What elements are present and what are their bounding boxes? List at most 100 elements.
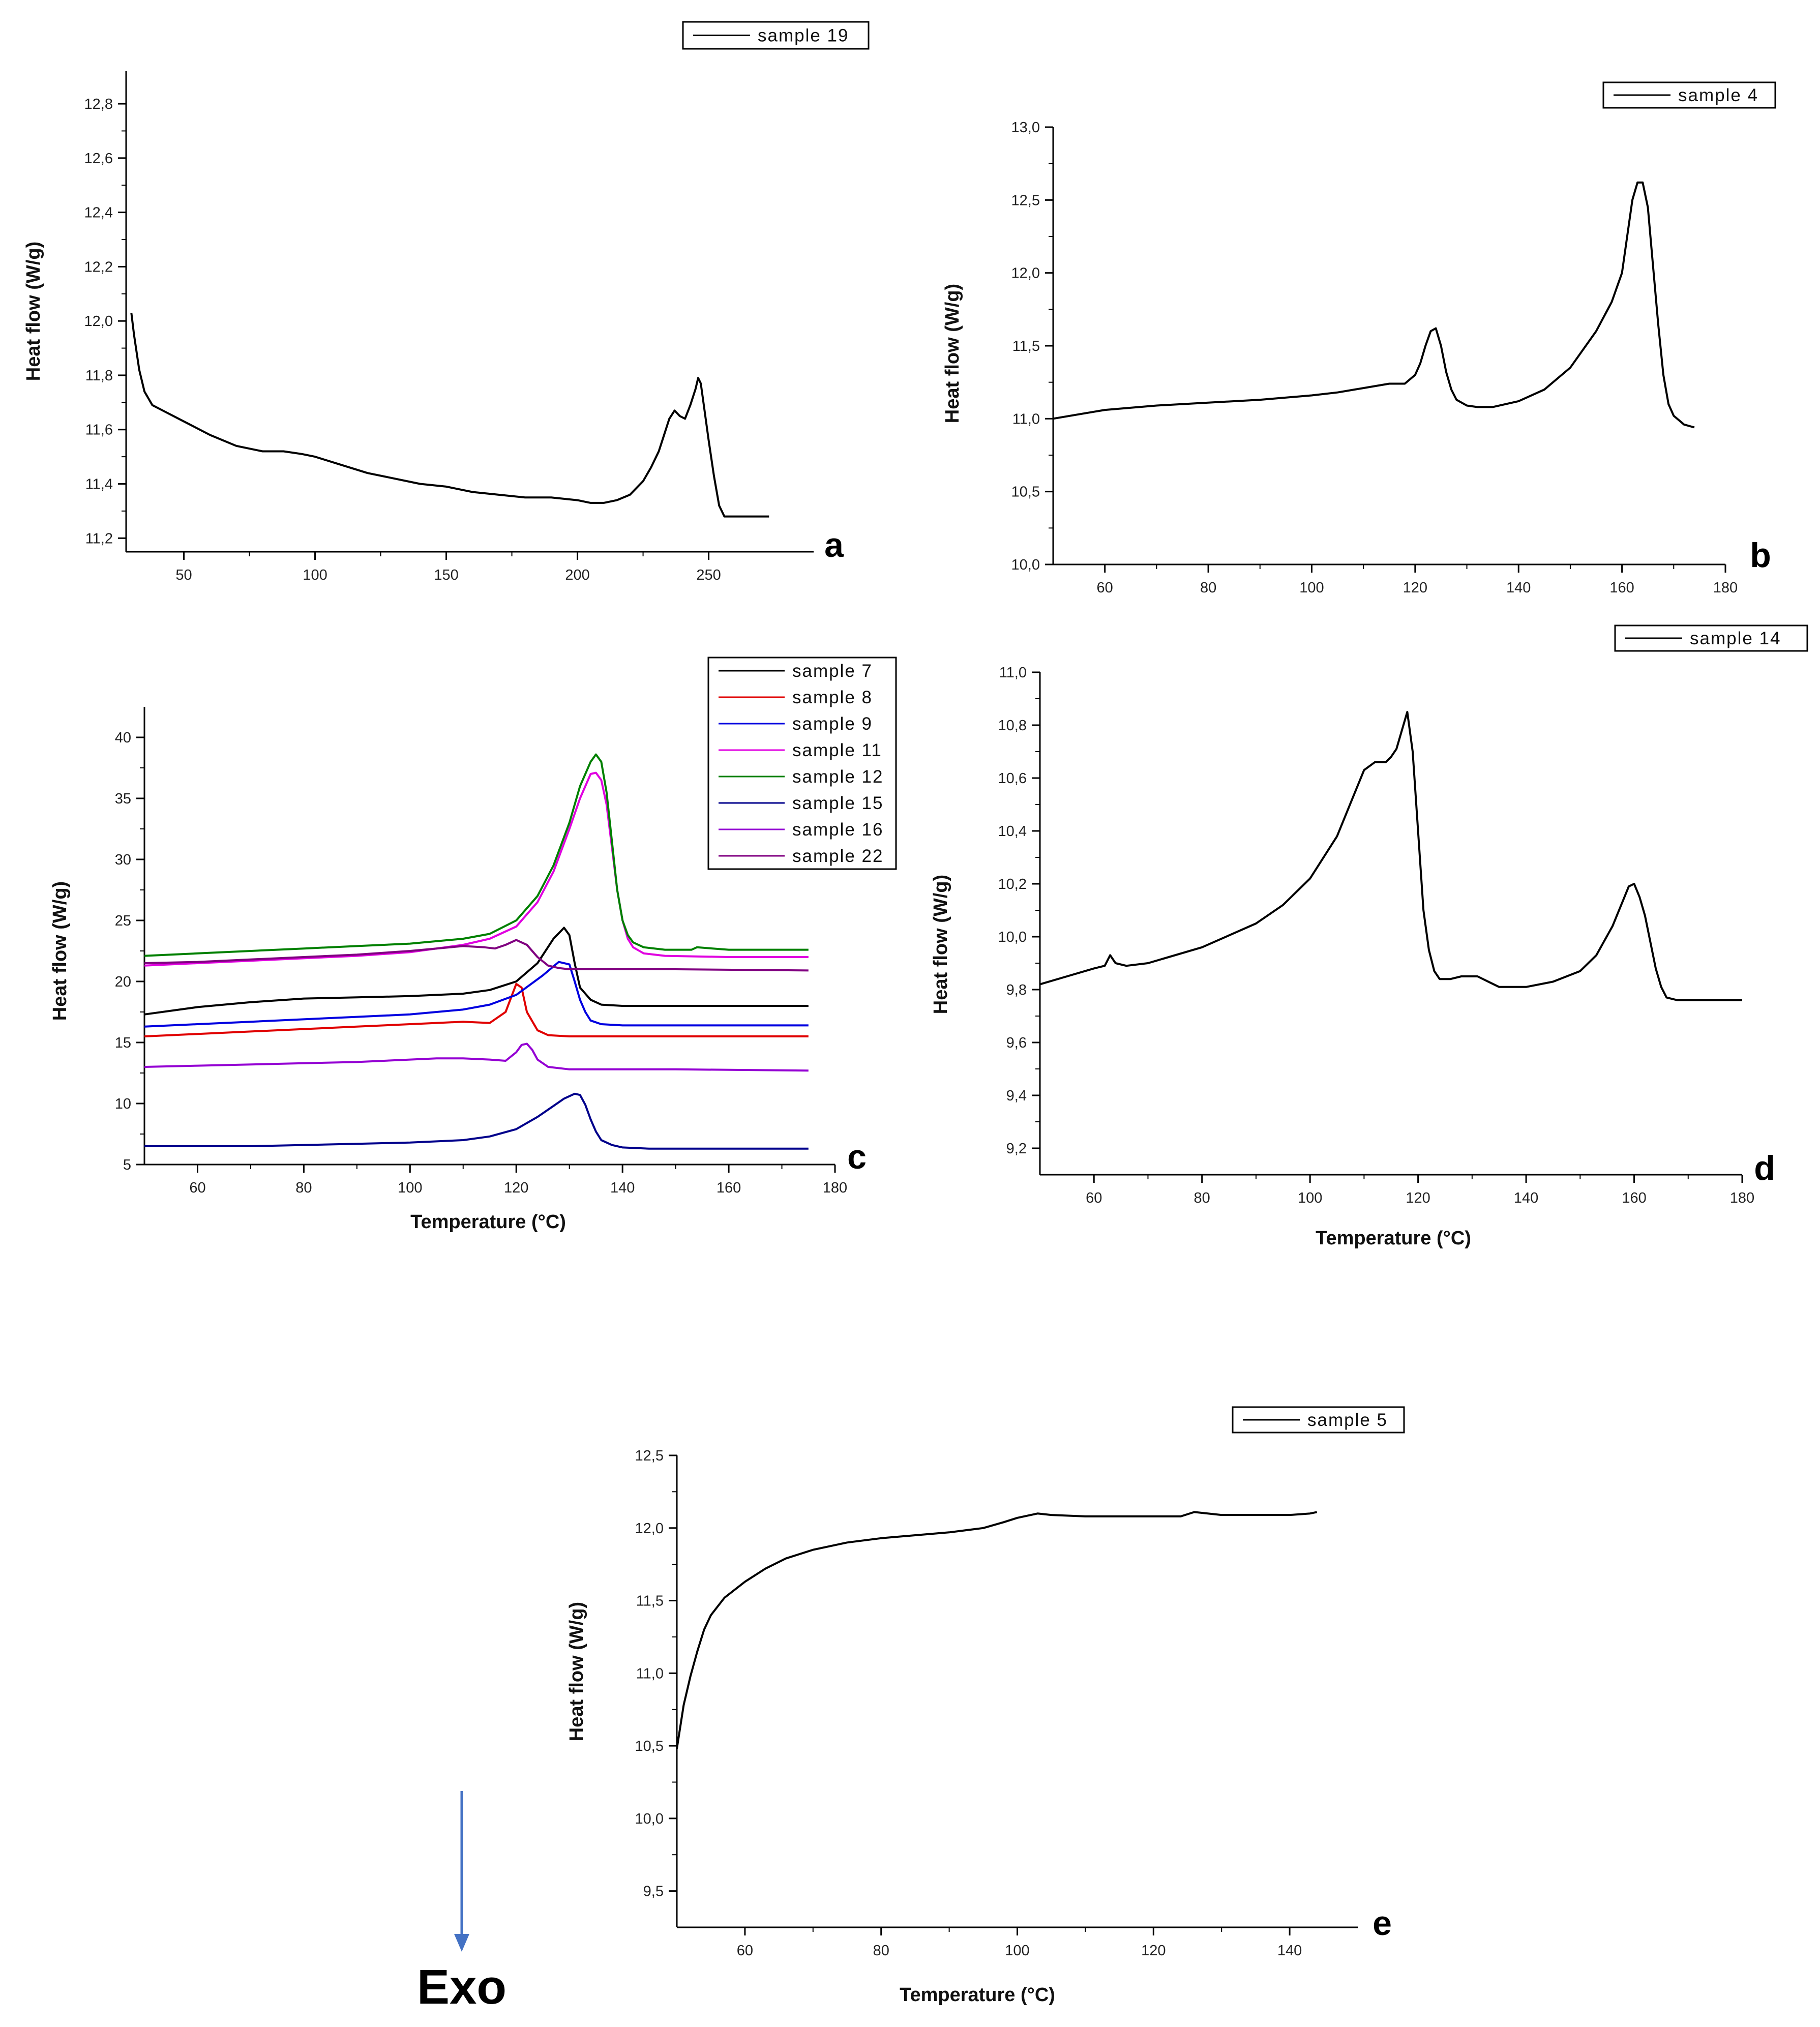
panel-letter-d: d	[1754, 1149, 1775, 1187]
legend-box	[1614, 624, 1808, 652]
x-tick-label: 80	[1194, 1190, 1210, 1206]
y-tick-label: 11,5	[1012, 338, 1040, 354]
legend-a: sample 19	[682, 21, 870, 50]
y-tick-label: 11,6	[85, 422, 113, 438]
y-tick-label: 15	[115, 1035, 131, 1051]
series-line	[144, 1092, 809, 1150]
x-tick-label: 100	[398, 1180, 422, 1196]
x-tick-label: 120	[1141, 1943, 1166, 1959]
exo-arrowhead	[454, 1934, 469, 1952]
series-line	[130, 312, 769, 518]
x-tick-label: 180	[823, 1180, 847, 1196]
y-tick-label: 10,5	[1011, 484, 1040, 500]
panel-letter-a: a	[824, 526, 844, 564]
y-tick-label: 10,2	[998, 876, 1027, 892]
y-tick-label: 12,6	[84, 151, 113, 167]
series-line	[676, 1511, 1318, 1749]
x-tick-label: 140	[1506, 580, 1531, 596]
y-tick-label: 12,5	[1011, 192, 1040, 208]
exo-label: Exo	[417, 1960, 506, 2014]
x-axis-label: Temperature (°C)	[1316, 1228, 1471, 1249]
x-tick-label: 160	[1622, 1190, 1646, 1206]
y-tick-label: 9,2	[1006, 1141, 1027, 1157]
x-tick-label: 60	[1086, 1190, 1102, 1206]
series-line	[144, 939, 809, 972]
y-tick-label: 9,6	[1006, 1035, 1027, 1051]
x-axis-label: Temperature (°C)	[900, 1984, 1055, 2006]
x-tick-label: 180	[1730, 1190, 1754, 1206]
exo-indicator: Exo	[417, 1791, 506, 2014]
y-tick-label: 11,5	[636, 1593, 664, 1609]
y-tick-label: 9,5	[643, 1884, 664, 1900]
y-tick-label: 40	[115, 730, 131, 746]
y-axis-label: Heat flow (W/g)	[942, 284, 963, 423]
series-line	[144, 927, 809, 1016]
x-tick-label: 200	[565, 567, 589, 583]
x-tick-label: 150	[434, 567, 458, 583]
series-line	[144, 1042, 809, 1072]
y-axis-label: Heat flow (W/g)	[566, 1602, 587, 1741]
x-tick-label: 140	[1514, 1190, 1538, 1206]
legend-c: sample 7 sample 8 sample 9 sample 11 sample …	[707, 657, 897, 870]
y-tick-label: 12,4	[84, 205, 113, 221]
legend-entry: sample 16	[792, 820, 883, 840]
y-tick-label: 20	[115, 974, 131, 990]
y-tick-label: 25	[115, 913, 131, 929]
x-tick-label: 80	[873, 1943, 889, 1959]
x-tick-label: 250	[696, 567, 721, 583]
legend-d: sample 14	[1614, 624, 1808, 652]
legend-entry: sample 22	[792, 846, 883, 866]
y-tick-label: 30	[115, 852, 131, 868]
legend-entry: sample 5	[1307, 1410, 1388, 1430]
y-tick-label: 9,8	[1006, 982, 1027, 998]
panel-letter-b: b	[1750, 536, 1771, 575]
series-line	[1039, 711, 1742, 1001]
chart-panels: 50 100 150 200 250 11,2 11,4 11,6 11,8 12,0 12,2 12…	[23, 21, 1808, 2006]
y-tick-label: 11,0	[636, 1665, 664, 1682]
x-tick-label: 160	[717, 1180, 741, 1196]
y-tick-label: 10,0	[635, 1811, 664, 1827]
series-line	[144, 961, 809, 1028]
legend-entry: sample 19	[758, 26, 849, 46]
y-tick-label: 10,6	[998, 770, 1027, 787]
y-axis-label: Heat flow (W/g)	[23, 242, 44, 381]
y-axis-label: Heat flow (W/g)	[930, 875, 951, 1014]
y-tick-label: 10,5	[635, 1738, 664, 1754]
x-axis-label: Temperature (°C)	[410, 1211, 566, 1233]
y-tick-label: 11,0	[999, 665, 1027, 681]
x-tick-label: 60	[189, 1180, 205, 1196]
x-tick-label: 140	[610, 1180, 635, 1196]
x-tick-label: 120	[1403, 580, 1427, 596]
legend-entry: sample 4	[1678, 85, 1758, 105]
chart-panel-d: 60 80 100 120 140 160 180 9,2 9,4 9,6 9,8 10,0 10,2 1…	[930, 624, 1808, 1249]
y-tick-label: 10,4	[998, 823, 1027, 840]
x-tick-label: 140	[1277, 1943, 1302, 1959]
y-tick-label: 11,4	[85, 476, 113, 493]
x-tick-label: 180	[1713, 580, 1738, 596]
legend-entry: sample 11	[792, 740, 882, 760]
x-tick-label: 100	[1299, 580, 1324, 596]
x-tick-label: 50	[175, 567, 192, 583]
y-tick-label: 12,2	[84, 259, 113, 275]
y-tick-label: 10	[115, 1096, 131, 1112]
chart-panel-a: 50 100 150 200 250 11,2 11,4 11,6 11,8 12,0 12,2 12…	[23, 21, 870, 583]
series-line	[144, 753, 809, 957]
series-line	[144, 771, 809, 967]
y-tick-label: 35	[115, 791, 131, 807]
x-tick-label: 120	[1406, 1190, 1430, 1206]
y-tick-label: 12,8	[84, 96, 113, 112]
panel-letter-c: c	[847, 1138, 867, 1176]
y-tick-label: 12,0	[635, 1521, 664, 1537]
y-tick-label: 12,0	[84, 313, 113, 330]
legend-e: sample 5	[1232, 1406, 1405, 1434]
y-tick-label: 9,4	[1006, 1088, 1027, 1104]
legend-box	[707, 657, 897, 870]
y-tick-label: 5	[123, 1157, 131, 1173]
legend-entry: sample 15	[792, 793, 883, 813]
series-line	[1053, 181, 1695, 429]
y-tick-label: 10,0	[1011, 557, 1040, 573]
panel-letter-e: e	[1373, 1904, 1392, 1943]
x-tick-label: 80	[1200, 580, 1216, 596]
